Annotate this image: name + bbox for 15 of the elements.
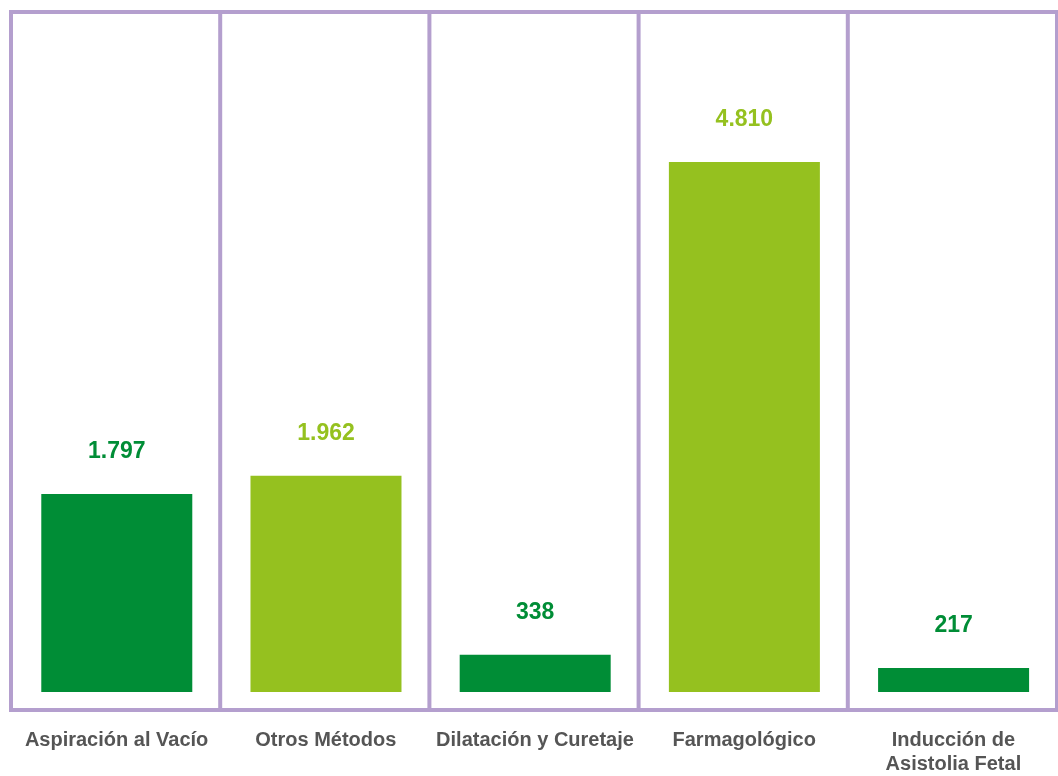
- data-label: 217: [934, 611, 973, 638]
- x-tick-label: Otros Métodos: [255, 728, 397, 751]
- x-tick-label: Farmagológico: [672, 728, 816, 751]
- bar: [250, 475, 402, 692]
- data-label: 1.797: [88, 436, 146, 463]
- data-label: 338: [516, 597, 555, 624]
- x-tick-label: Inducción de Asistolia Fetal: [885, 728, 1022, 775]
- x-tick-label: Dilatación y Curetaje: [436, 728, 634, 751]
- data-label: 1.962: [297, 418, 355, 445]
- bar: [459, 654, 611, 692]
- data-label: 4.810: [715, 104, 774, 131]
- bar: [41, 493, 193, 692]
- bar: [878, 668, 1030, 692]
- bar: [668, 161, 820, 692]
- x-tick-label: Aspiración al Vacío: [24, 728, 209, 751]
